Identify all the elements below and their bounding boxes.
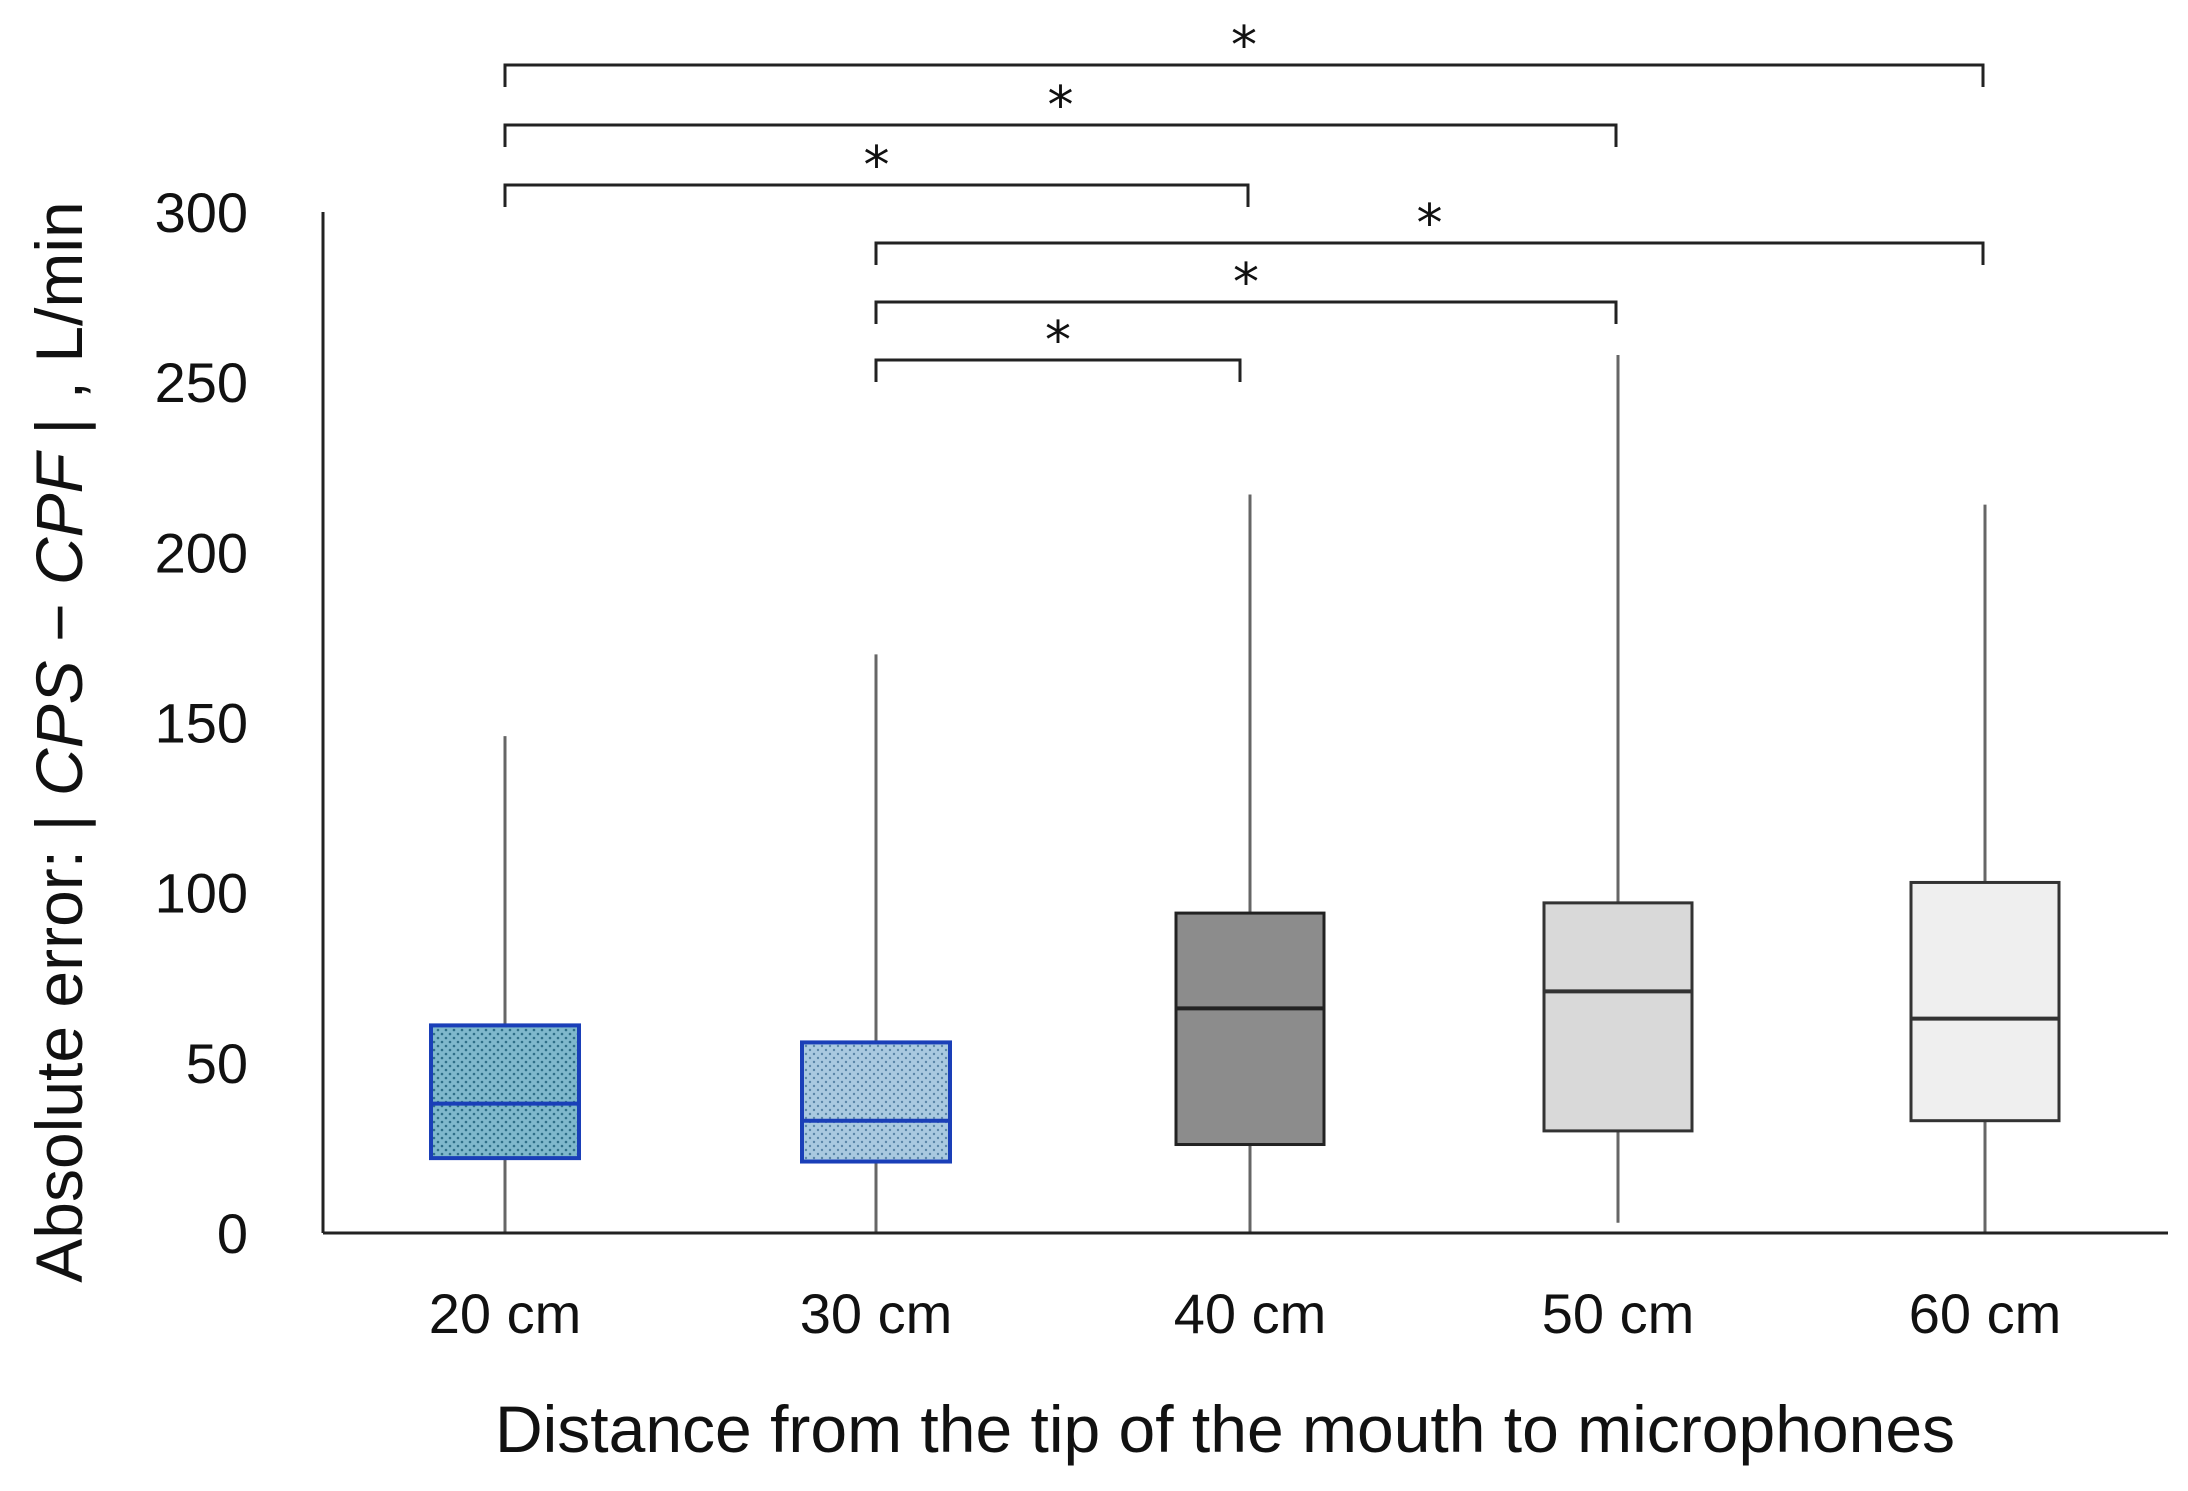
x-tick-label: 30 cm [800,1282,953,1345]
bracket-line [503,123,1618,147]
x-tick-label: 40 cm [1174,1282,1327,1345]
bracket-line [874,300,1618,324]
y-tick-label: 50 [186,1032,248,1095]
y-axis-title-suffix: | , L/min [22,201,96,453]
y-axis-title-prefix: Absolute error: | [22,796,96,1283]
y-tick-label: 100 [155,862,248,925]
significance-bracket: * [874,253,1618,324]
x-axis-ticks: 20 cm 30 cm 40 cm 50 cm 60 cm [429,1282,2062,1345]
y-axis-title-term-cps: CPS [22,660,96,796]
bracket-line [874,358,1242,382]
significance-star: * [1045,311,1071,371]
significance-brackets: * * * * * * [503,16,1985,382]
bracket-line [874,241,1985,265]
y-axis-ticks: 0 50 100 150 200 250 300 [155,181,248,1265]
y-tick-label: 150 [155,692,248,755]
box-iqr [1542,901,1694,1133]
significance-star: * [1233,253,1259,313]
x-tick-label: 50 cm [1542,1282,1695,1345]
significance-bracket: * [503,76,1618,147]
y-tick-label: 200 [155,521,248,584]
box-40-cm [1174,494,1326,1233]
bracket-line [503,63,1985,87]
box-iqr [429,1023,581,1161]
significance-star: * [1048,76,1074,136]
y-axis-title-minus: − [22,585,96,660]
y-tick-label: 250 [155,351,248,414]
significance-star: * [1231,16,1257,76]
y-axis-title-term-cpf: CPF [22,449,96,585]
x-tick-label: 20 cm [429,1282,582,1345]
significance-bracket: * [874,311,1242,382]
significance-star: * [1417,194,1443,254]
significance-bracket: * [503,136,1250,207]
y-tick-label: 0 [217,1202,248,1265]
box-iqr [1909,880,2061,1123]
significance-star: * [864,136,890,196]
x-tick-label: 60 cm [1909,1282,2062,1345]
box-20-cm [429,736,581,1233]
y-axis-title: Absolute error: | CPS − CPF | , L/min [22,201,96,1283]
y-tick-label: 300 [155,181,248,244]
bracket-line [503,183,1250,207]
box-iqr [1174,911,1326,1147]
significance-bracket: * [874,194,1985,265]
x-axis-title: Distance from the tip of the mouth to mi… [495,1392,1955,1466]
box-iqr [800,1040,952,1164]
box-50-cm [1542,354,1694,1223]
box-60-cm [1909,504,2061,1233]
significance-bracket: * [503,16,1985,87]
box-30-cm [800,654,952,1233]
box-group [429,354,2061,1233]
